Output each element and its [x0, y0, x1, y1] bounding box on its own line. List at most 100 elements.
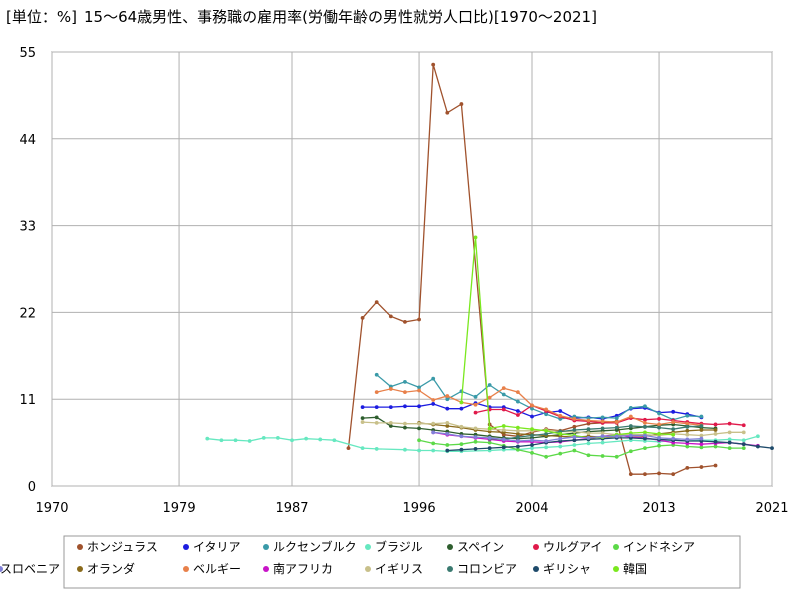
legend-label: イタリア	[193, 540, 241, 554]
legend-label: ブラジル	[375, 539, 423, 554]
legend-item: 南アフリカ	[263, 561, 333, 576]
legend-label: スロベニア	[0, 562, 60, 576]
data-point	[558, 444, 563, 449]
data-point	[586, 435, 591, 440]
data-point	[374, 420, 379, 425]
data-point	[643, 417, 647, 422]
data-point	[713, 444, 718, 449]
data-point	[628, 424, 633, 428]
data-point	[727, 446, 732, 451]
legend-label: 南アフリカ	[273, 561, 333, 576]
data-point	[417, 388, 421, 393]
data-point	[671, 420, 676, 424]
legend-marker	[533, 566, 539, 572]
data-point	[727, 437, 732, 442]
data-point	[445, 448, 450, 453]
data-point	[530, 450, 534, 455]
y-tick-label: 55	[19, 46, 36, 61]
legend-marker	[183, 566, 189, 572]
series-line	[362, 416, 716, 440]
legend-label: コロンビア	[457, 562, 517, 576]
data-point	[657, 443, 661, 448]
data-point	[600, 415, 605, 420]
data-point	[374, 390, 379, 394]
data-point	[417, 404, 421, 409]
data-point	[417, 421, 421, 426]
data-point	[530, 414, 534, 419]
data-point	[671, 472, 676, 477]
legend-item: ギリシャ	[533, 562, 591, 576]
legend-label: スペイン	[457, 540, 504, 554]
data-point	[628, 472, 633, 477]
legend-item: インドネシア	[613, 540, 695, 554]
data-point	[600, 434, 605, 439]
data-point	[515, 425, 520, 430]
data-point	[614, 454, 619, 459]
data-point	[699, 428, 704, 432]
data-point	[515, 428, 520, 433]
series-8	[374, 386, 704, 428]
legend-label: 韓国	[623, 562, 647, 576]
unit-label: [単位：%]	[6, 8, 77, 26]
data-point	[388, 424, 393, 428]
data-point	[403, 447, 407, 452]
data-point	[685, 424, 690, 429]
data-point	[332, 438, 337, 443]
data-point	[657, 432, 661, 436]
series-14	[431, 430, 704, 443]
data-point	[360, 316, 365, 320]
data-point	[459, 400, 464, 405]
data-point	[530, 403, 534, 408]
data-point	[205, 436, 210, 441]
data-point	[685, 444, 690, 449]
data-point	[586, 431, 591, 436]
data-point	[544, 407, 549, 412]
data-point	[388, 405, 393, 409]
data-point	[501, 407, 506, 412]
data-point	[515, 444, 520, 449]
series-line	[447, 437, 773, 452]
data-point	[614, 420, 619, 424]
data-point	[261, 435, 266, 440]
data-point	[755, 434, 760, 439]
data-point	[685, 437, 690, 442]
data-point	[643, 424, 647, 429]
data-point	[657, 417, 661, 421]
data-point	[770, 446, 774, 451]
data-point	[643, 430, 647, 435]
legend-marker	[263, 566, 269, 572]
data-point	[487, 446, 492, 451]
series-line	[362, 421, 744, 437]
data-point	[544, 454, 549, 459]
data-point	[445, 420, 450, 425]
data-point	[530, 438, 534, 443]
data-point	[671, 427, 676, 432]
series-line	[475, 404, 744, 426]
series-layer	[205, 62, 774, 477]
data-point	[459, 447, 464, 452]
data-point	[614, 425, 619, 430]
legend-item: スロベニア	[0, 562, 60, 576]
data-point	[628, 433, 633, 438]
data-point	[431, 421, 436, 426]
data-point	[360, 405, 365, 409]
data-point	[501, 445, 506, 450]
data-point	[572, 438, 577, 443]
data-point	[572, 424, 577, 429]
data-point	[403, 404, 407, 409]
data-point	[318, 437, 323, 442]
legend-label: オランダ	[87, 561, 135, 576]
data-point	[558, 436, 563, 441]
data-point	[699, 442, 704, 447]
y-tick-label: 22	[19, 306, 36, 321]
legend-marker	[613, 566, 619, 572]
data-point	[544, 428, 549, 433]
data-point	[699, 424, 704, 428]
data-point	[459, 442, 464, 447]
data-point	[233, 438, 238, 443]
data-point	[572, 417, 577, 421]
data-point	[487, 435, 492, 440]
legend-label: ホンジュラス	[87, 540, 158, 554]
series-line	[418, 439, 744, 458]
